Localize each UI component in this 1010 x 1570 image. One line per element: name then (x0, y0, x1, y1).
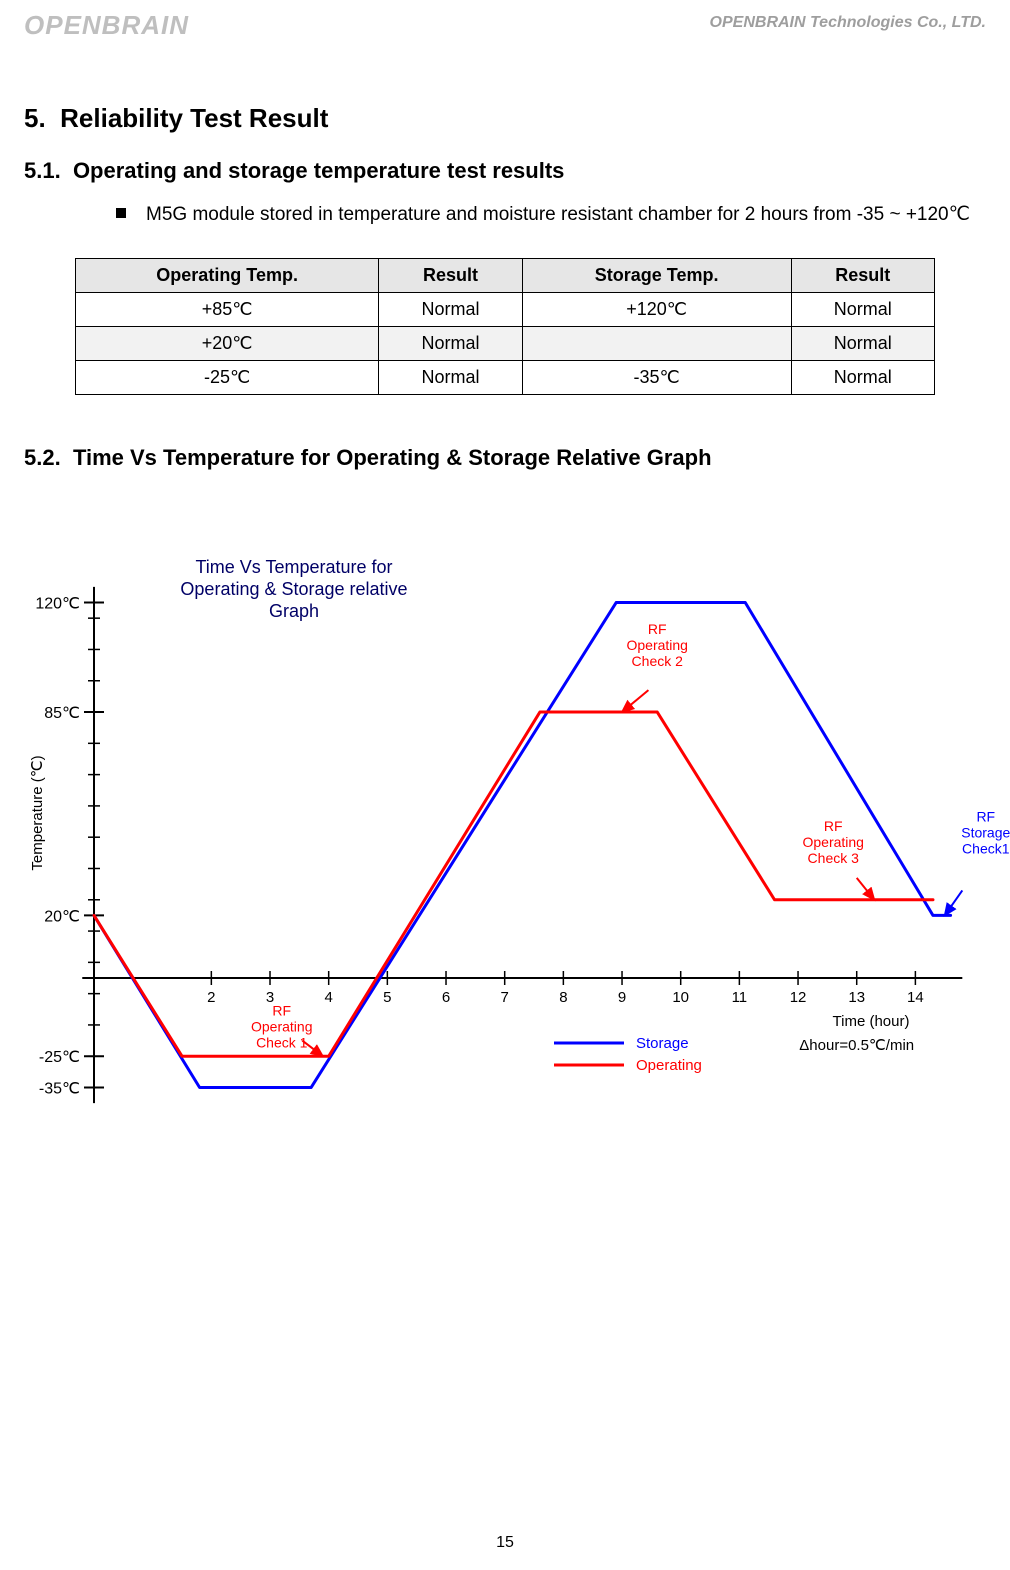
svg-text:Time Vs Temperature for: Time Vs Temperature for (195, 557, 392, 577)
section-5-2-number: 5.2. (24, 445, 61, 470)
section-5-2-heading: 5.2. Time Vs Temperature for Operating &… (24, 445, 986, 471)
svg-text:120℃: 120℃ (35, 596, 80, 613)
bullet-content: M5G module stored in temperature and moi… (146, 204, 970, 225)
svg-text:-35℃: -35℃ (39, 1081, 80, 1098)
table-cell: +120℃ (522, 293, 791, 327)
svg-text:8: 8 (559, 989, 567, 1006)
svg-text:Check 1: Check 1 (256, 1035, 308, 1051)
table-cell: -35℃ (522, 361, 791, 395)
svg-text:Check 3: Check 3 (808, 850, 860, 866)
col-op-temp: Operating Temp. (76, 259, 379, 293)
table-header-row: Operating Temp. Result Storage Temp. Res… (76, 259, 935, 293)
svg-text:7: 7 (501, 989, 509, 1006)
col-result-2: Result (791, 259, 934, 293)
table-cell: Normal (379, 293, 522, 327)
svg-text:2: 2 (207, 989, 215, 1006)
svg-text:Storage: Storage (961, 825, 1010, 841)
svg-text:Operating: Operating (626, 637, 687, 653)
svg-text:RF: RF (976, 809, 995, 825)
table-cell: -25℃ (76, 361, 379, 395)
table-cell: Normal (791, 327, 934, 361)
table-cell: +85℃ (76, 293, 379, 327)
table-cell: Normal (379, 361, 522, 395)
svg-text:Operating: Operating (636, 1057, 702, 1074)
col-result-1: Result (379, 259, 522, 293)
table-row: -25℃Normal-35℃Normal (76, 361, 935, 395)
table-cell: +20℃ (76, 327, 379, 361)
svg-text:85℃: 85℃ (44, 705, 80, 722)
svg-text:Time (hour): Time (hour) (833, 1013, 910, 1030)
col-st-temp: Storage Temp. (522, 259, 791, 293)
logo: OPENBRAIN (24, 10, 189, 41)
svg-text:Temperature (℃): Temperature (℃) (29, 755, 46, 870)
svg-text:14: 14 (907, 989, 924, 1006)
table-cell (522, 327, 791, 361)
svg-text:5: 5 (383, 989, 391, 1006)
square-bullet-icon (116, 208, 126, 218)
svg-text:10: 10 (672, 989, 689, 1006)
section-5-title: Reliability Test Result (60, 103, 328, 133)
section-5-1-number: 5.1. (24, 158, 61, 183)
svg-text:Operating: Operating (251, 1019, 312, 1035)
svg-text:RF: RF (272, 1003, 291, 1019)
page-number: 15 (0, 1534, 1010, 1552)
temperature-graph: 120℃85℃20℃-25℃-35℃234567891011121314Time… (24, 483, 984, 1163)
temperature-table: Operating Temp. Result Storage Temp. Res… (75, 258, 935, 395)
table-cell: Normal (791, 293, 934, 327)
svg-text:11: 11 (732, 989, 748, 1006)
svg-text:13: 13 (848, 989, 865, 1006)
svg-text:Check1: Check1 (962, 841, 1010, 857)
svg-text:6: 6 (442, 989, 450, 1006)
table-cell: Normal (379, 327, 522, 361)
section-5-1-title: Operating and storage temperature test r… (73, 158, 564, 183)
section-5-2-title: Time Vs Temperature for Operating & Stor… (73, 445, 712, 470)
section-5-heading: 5. Reliability Test Result (24, 103, 986, 134)
svg-text:Δhour=0.5℃/min: Δhour=0.5℃/min (799, 1037, 914, 1054)
svg-text:RF: RF (648, 621, 667, 637)
svg-text:Operating & Storage relative: Operating & Storage relative (180, 579, 407, 599)
svg-text:9: 9 (618, 989, 626, 1006)
svg-text:Storage: Storage (636, 1035, 689, 1052)
svg-text:Graph: Graph (269, 601, 319, 621)
svg-text:12: 12 (790, 989, 807, 1006)
bullet-text: M5G module stored in temperature and moi… (116, 196, 974, 234)
svg-text:RF: RF (824, 818, 843, 834)
table-cell: Normal (791, 361, 934, 395)
table-row: +85℃Normal+120℃Normal (76, 293, 935, 327)
svg-text:Check 2: Check 2 (632, 653, 684, 669)
svg-text:20℃: 20℃ (44, 908, 80, 925)
svg-text:4: 4 (325, 989, 333, 1006)
section-5-1-heading: 5.1. Operating and storage temperature t… (24, 158, 986, 184)
company-name: OPENBRAIN Technologies Co., LTD. (710, 10, 986, 32)
svg-text:-25℃: -25℃ (39, 1049, 80, 1066)
section-5-number: 5. (24, 103, 46, 133)
table-row: +20℃NormalNormal (76, 327, 935, 361)
svg-text:Operating: Operating (802, 834, 863, 850)
